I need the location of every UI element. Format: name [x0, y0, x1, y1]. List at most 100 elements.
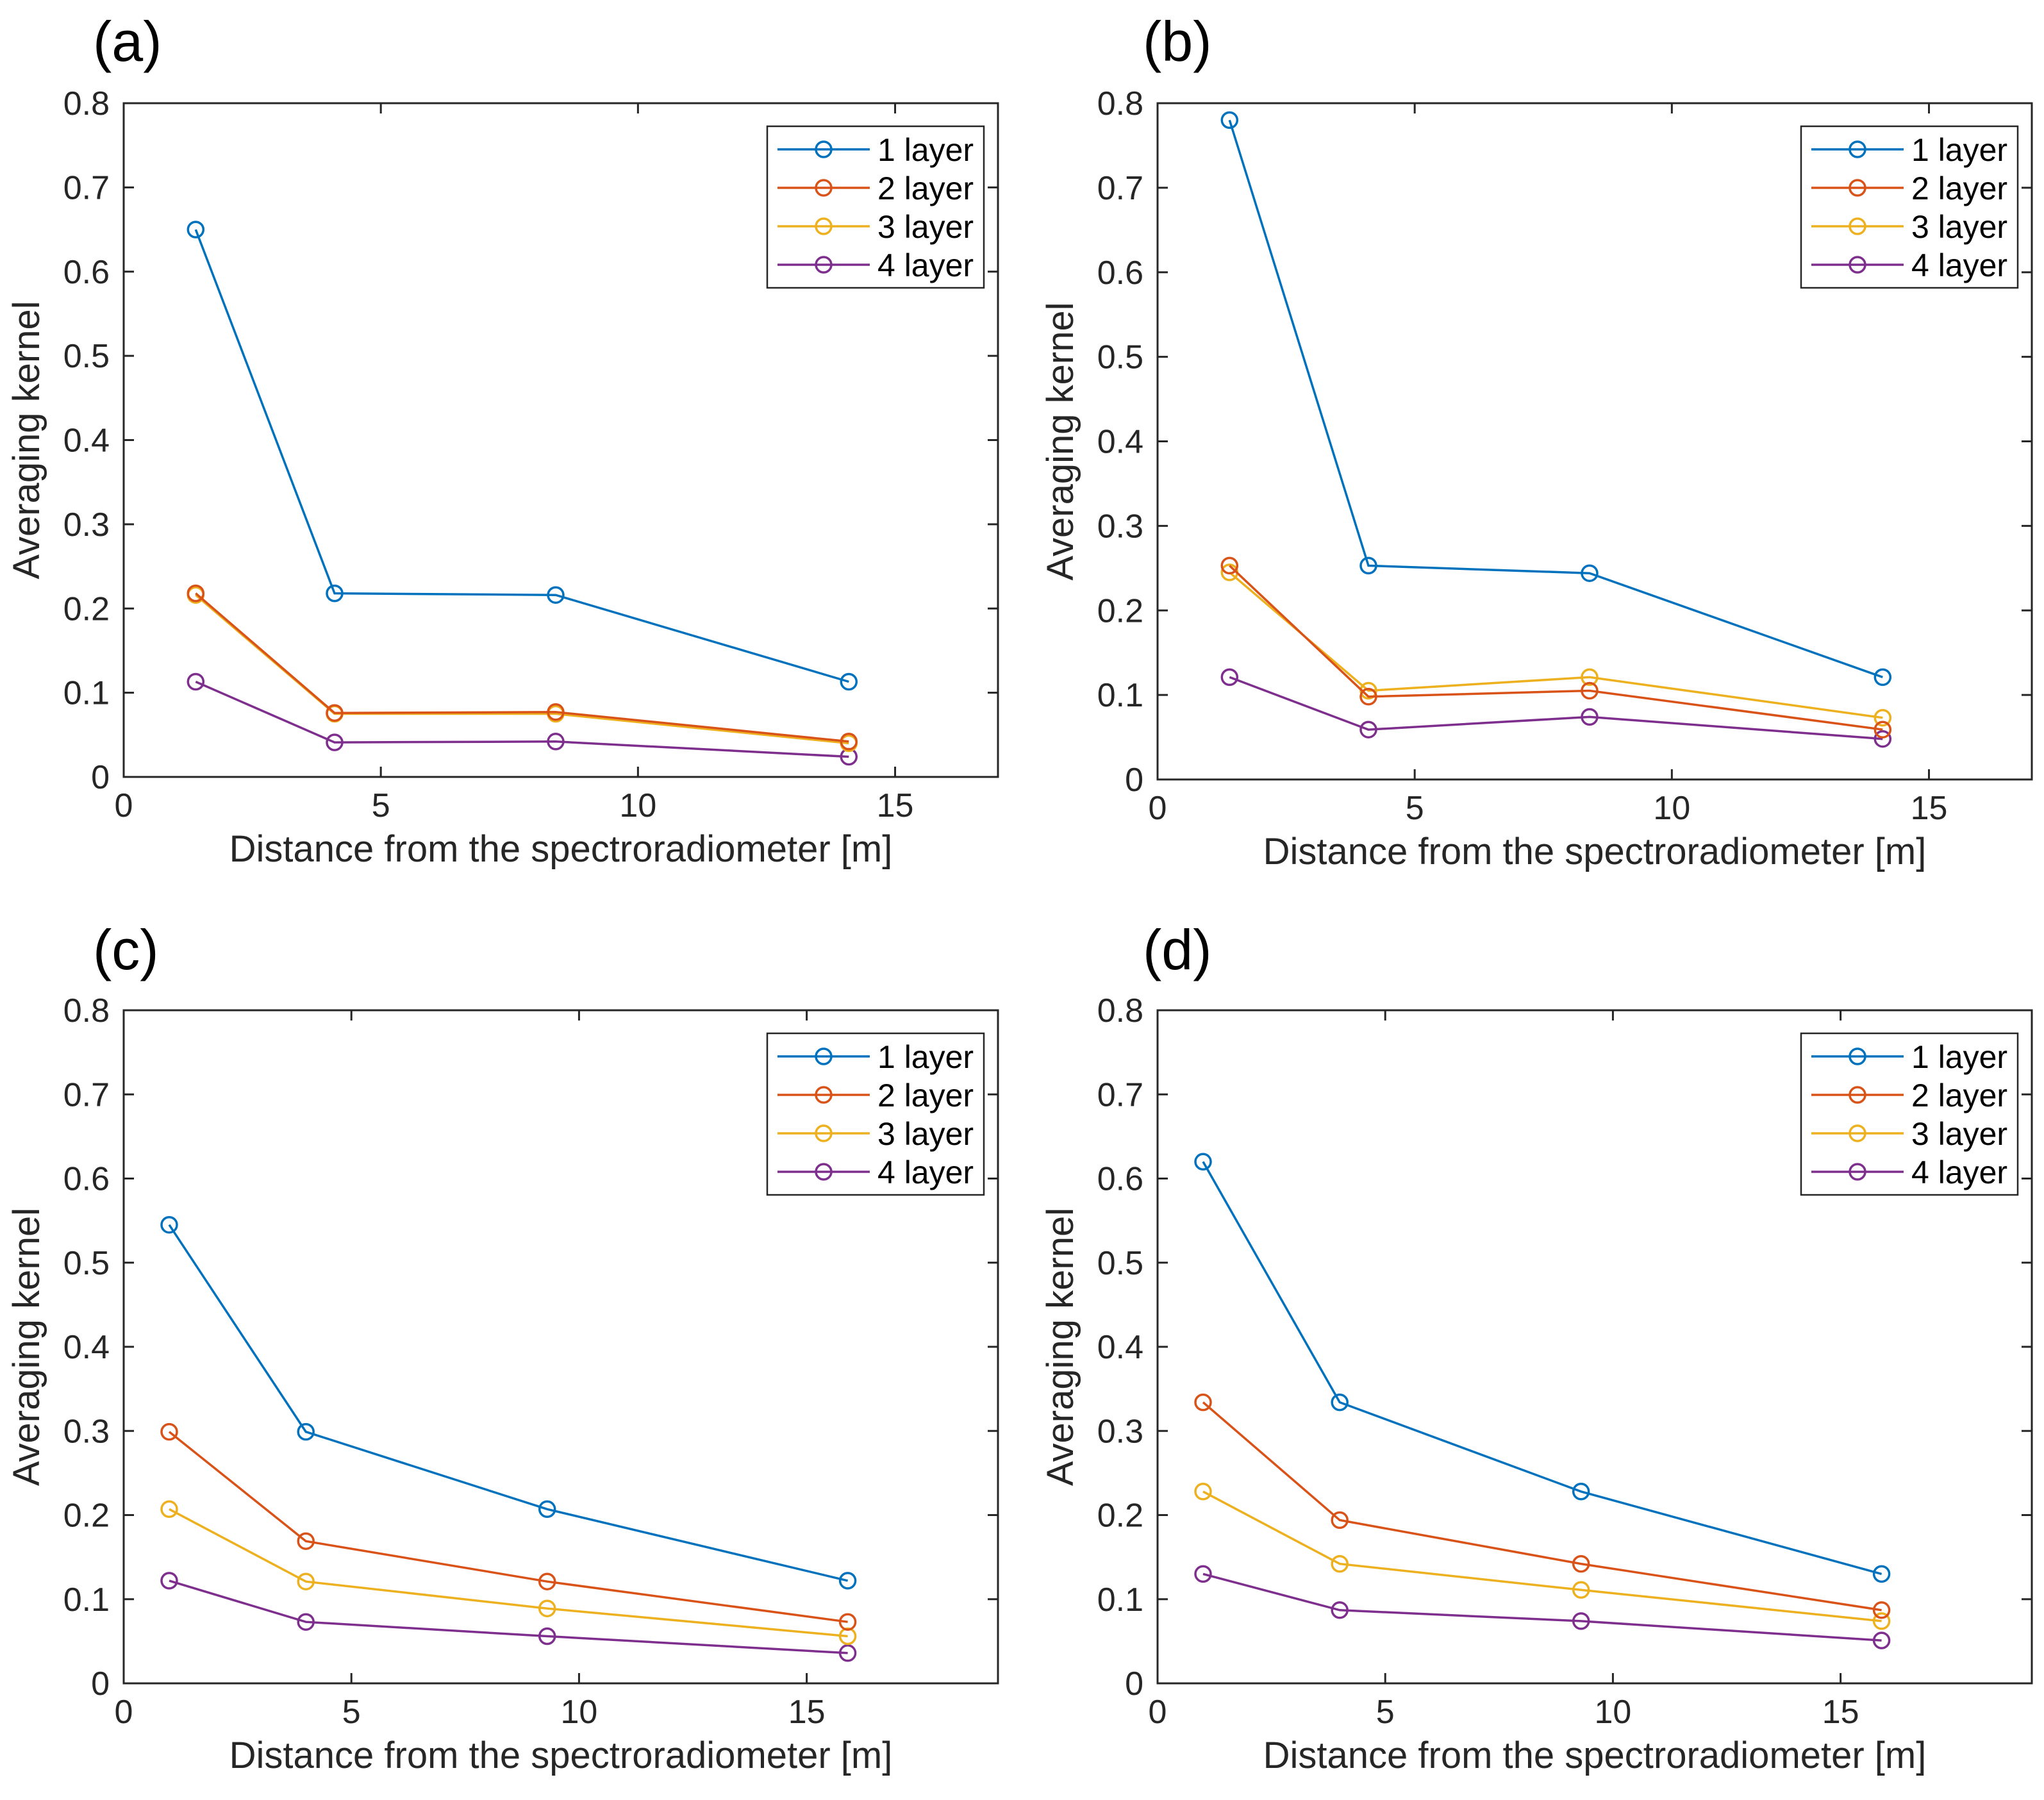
y-tick-label: 0.4	[63, 422, 110, 460]
series-line	[195, 594, 849, 745]
legend-label: 1 layer	[877, 1039, 974, 1075]
series-1	[1220, 111, 1892, 687]
data-point	[840, 733, 858, 751]
legend-marker	[1849, 1163, 1866, 1181]
data-point	[1194, 1393, 1212, 1412]
y-tick-label: 0.8	[63, 85, 110, 122]
data-point	[1572, 1483, 1590, 1501]
y-tick-label: 0.7	[63, 1076, 110, 1113]
data-point	[160, 1422, 178, 1441]
data-point	[1220, 556, 1239, 575]
y-tick-label: 0.6	[63, 1161, 110, 1198]
legend-label: 3 layer	[1911, 1116, 2007, 1152]
y-tick-label: 0.5	[1097, 339, 1143, 376]
data-point	[1581, 668, 1599, 687]
x-tick-label: 10	[1594, 1694, 1631, 1731]
series-3	[187, 586, 858, 753]
data-point	[187, 221, 205, 238]
y-tick-label: 0.5	[1097, 1245, 1143, 1282]
series-1	[187, 221, 858, 691]
data-point	[1581, 564, 1599, 582]
data-point	[187, 672, 205, 691]
data-point	[1220, 668, 1239, 687]
y-tick-label: 0.8	[1097, 992, 1143, 1029]
data-point	[1194, 1153, 1212, 1171]
legend-box	[1800, 125, 2019, 289]
series-4	[187, 672, 858, 766]
data-point	[1194, 1565, 1212, 1583]
legend-marker	[815, 256, 833, 274]
data-point	[1874, 729, 1892, 748]
data-point	[838, 1613, 857, 1631]
legend-label: 4 layer	[1911, 247, 2007, 283]
data-point	[160, 1572, 178, 1590]
y-tick-label: 0.4	[1097, 424, 1143, 461]
data-point	[1872, 1631, 1891, 1649]
legend-box	[766, 125, 985, 289]
y-tick-label: 0	[91, 759, 110, 796]
legend-marker	[1849, 1124, 1866, 1142]
data-point	[1331, 1511, 1349, 1529]
data-point	[187, 584, 205, 603]
y-tick-label: 0.8	[63, 992, 110, 1029]
legend-marker	[1849, 256, 1866, 274]
y-tick-label: 0.2	[1097, 1497, 1143, 1535]
series-line	[194, 229, 849, 683]
data-point	[297, 1532, 315, 1550]
legend-marker	[815, 140, 833, 158]
series-3	[160, 1500, 857, 1646]
data-point	[1331, 1554, 1349, 1573]
data-point	[1194, 1483, 1212, 1501]
legend-marker	[1849, 1086, 1866, 1104]
y-tick-label: 0.2	[63, 1497, 110, 1535]
series-2	[1220, 556, 1892, 738]
legend-box	[1800, 1032, 2019, 1196]
x-tick-label: 5	[1376, 1694, 1395, 1731]
series-line	[1202, 1572, 1882, 1642]
data-point	[1581, 681, 1599, 700]
panel-label: (b)	[1143, 10, 1212, 73]
series-line	[169, 1579, 848, 1654]
panel-label: (a)	[93, 10, 162, 73]
chart-panel-2: (b) 0 0.1 0.2 0.3 0.4 0.5 0.6 0.7 0.8 0 5 10 15 Distan…	[1040, 10, 2033, 872]
chart-panel-1: (a) 0 0.1 0.2 0.3 0.4 0.5 0.6 0.7 0.8 0 5 10 15 Distan…	[6, 10, 999, 870]
y-tick-label: 0.2	[63, 590, 110, 628]
legend-label: 3 layer	[877, 1116, 974, 1152]
legend-label: 2 layer	[1911, 171, 2007, 206]
data-point	[1572, 1581, 1590, 1599]
x-tick-label: 10	[1653, 790, 1690, 827]
y-tick-label: 0.4	[1097, 1329, 1143, 1366]
x-tick-label: 5	[372, 787, 390, 824]
data-point	[326, 733, 344, 751]
data-point	[160, 1215, 178, 1234]
data-point	[1359, 688, 1377, 706]
data-point	[1872, 1612, 1891, 1630]
legend-label: 2 layer	[877, 171, 974, 206]
y-tick-label: 0.1	[63, 675, 110, 712]
data-point	[538, 1572, 556, 1590]
y-tick-label: 0.3	[63, 1413, 110, 1450]
x-axis-label: Distance from the spectroradiometer [m]	[229, 1735, 893, 1776]
legend-marker	[815, 1047, 833, 1065]
y-tick-label: 0.6	[1097, 254, 1143, 292]
y-tick-label: 0.7	[1097, 1076, 1143, 1113]
series-line	[169, 1508, 848, 1638]
legend-label: 4 layer	[877, 247, 974, 283]
data-point	[547, 586, 565, 604]
y-axis-label: Averaging kernel	[6, 301, 47, 579]
y-tick-label: 0	[91, 1665, 110, 1703]
data-point	[538, 1599, 556, 1617]
y-tick-label: 0.5	[63, 338, 110, 375]
x-axis-label: Distance from the spectroradiometer [m]	[229, 828, 893, 870]
x-tick-label: 15	[877, 787, 914, 824]
y-tick-label: 0.5	[63, 1245, 110, 1282]
x-axis-label: Distance from the spectroradiometer [m]	[1263, 1735, 1927, 1776]
y-tick-label: 0.8	[1097, 85, 1143, 122]
data-point	[1572, 1554, 1590, 1573]
x-tick-label: 10	[560, 1694, 597, 1731]
data-point	[547, 733, 565, 751]
legend-marker	[815, 217, 833, 235]
y-tick-label: 0.2	[1097, 592, 1143, 629]
data-point	[160, 1500, 178, 1519]
series-4	[160, 1572, 857, 1662]
